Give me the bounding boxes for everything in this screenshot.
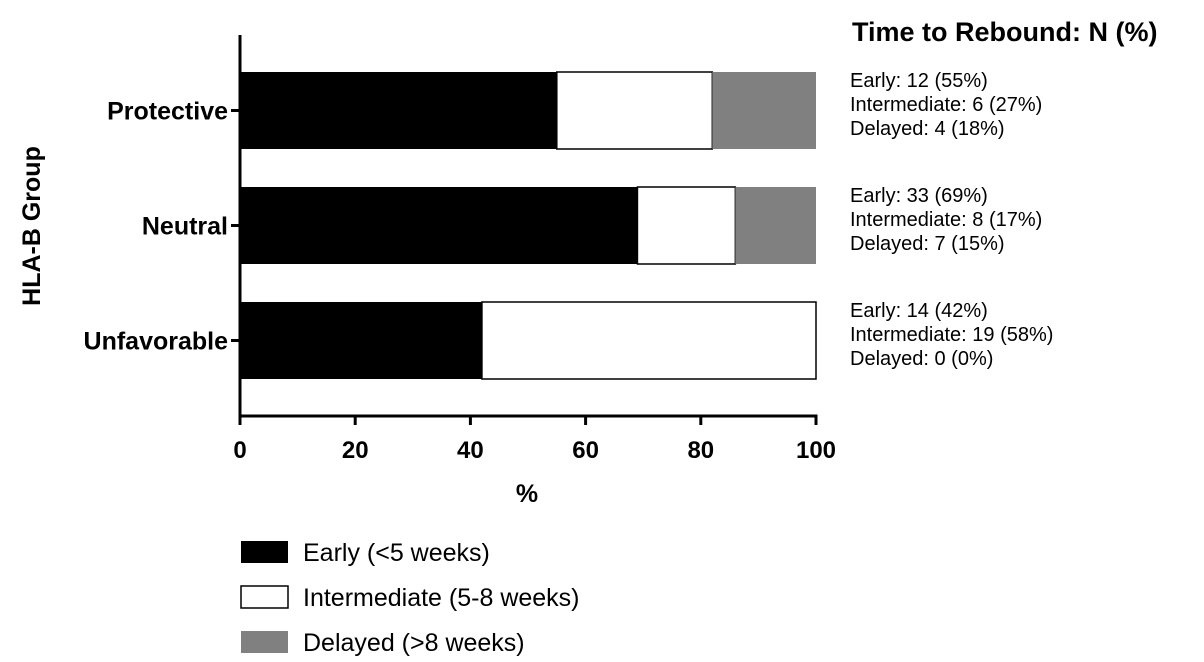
annotation-neutral-line-0: Early: 33 (69%) <box>850 185 988 207</box>
bar-unfavorable-series-0 <box>240 302 482 379</box>
category-label-neutral: Neutral <box>142 213 228 241</box>
category-label-unfavorable: Unfavorable <box>84 328 229 356</box>
legend-label-2: Delayed (>8 weeks) <box>303 629 525 657</box>
annotations-group: Time to Rebound: N (%) Early: 12 (55%)In… <box>850 17 1157 370</box>
bar-protective-series-0 <box>240 72 557 149</box>
x-tick-label-0: 0 <box>233 437 246 464</box>
x-tick-label-1: 20 <box>342 437 369 464</box>
annotation-protective-line-0: Early: 12 (55%) <box>850 70 988 92</box>
legend: Early (<5 weeks) Intermediate (5-8 weeks)… <box>240 539 580 657</box>
legend-label-1: Intermediate (5-8 weeks) <box>303 584 580 612</box>
bar-neutral-series-1 <box>636 186 737 265</box>
x-tick-label-4: 80 <box>687 437 714 464</box>
legend-swatch-1 <box>240 585 289 609</box>
category-label-protective: Protective <box>107 98 228 126</box>
bar-unfavorable-series-1 <box>481 301 817 380</box>
annotation-title: Time to Rebound: N (%) <box>852 17 1157 47</box>
axes-group: 0 20 40 60 80 100 Protective Neutral Unfavorable <box>84 35 836 464</box>
annotation-unfavorable-line-1: Intermediate: 19 (58%) <box>850 324 1053 346</box>
bar-protective-series-1 <box>556 71 714 150</box>
legend-swatch-0 <box>241 541 288 563</box>
x-axis-title: % <box>516 480 538 508</box>
annotation-neutral-line-1: Intermediate: 8 (17%) <box>850 209 1042 231</box>
y-axis-title: HLA-B Group <box>18 146 46 306</box>
annotation-protective-line-2: Delayed: 4 (18%) <box>850 118 1005 140</box>
x-tick-label-5: 100 <box>796 437 836 464</box>
annotation-unfavorable-line-0: Early: 14 (42%) <box>850 300 988 322</box>
bar-neutral-series-2 <box>735 187 816 264</box>
bar-protective-series-2 <box>712 72 816 149</box>
bar-neutral-series-0 <box>240 187 638 264</box>
x-tick-label-2: 40 <box>457 437 484 464</box>
annotation-protective-line-1: Intermediate: 6 (27%) <box>850 94 1042 116</box>
annotation-neutral-line-2: Delayed: 7 (15%) <box>850 233 1005 255</box>
bars-group <box>240 71 817 380</box>
legend-swatch-2 <box>241 631 288 653</box>
x-tick-label-3: 60 <box>572 437 599 464</box>
annotation-unfavorable-line-2: Delayed: 0 (0%) <box>850 348 993 370</box>
legend-label-0: Early (<5 weeks) <box>303 539 490 567</box>
